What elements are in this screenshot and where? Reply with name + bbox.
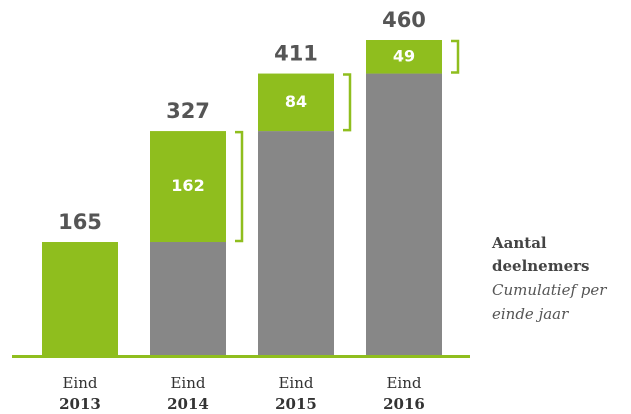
total-label: 165 bbox=[58, 210, 102, 234]
x-tick-label: Eind bbox=[278, 374, 313, 392]
x-tick-label: Eind bbox=[386, 374, 421, 392]
bracket bbox=[451, 39, 460, 74]
segment-label: 162 bbox=[171, 176, 204, 195]
x-tick-label: Eind bbox=[62, 374, 97, 392]
bar-segment bbox=[150, 242, 226, 355]
legend-subtitle: Cumulatief per bbox=[492, 281, 607, 299]
bar-segment bbox=[150, 131, 226, 243]
bar-segment bbox=[366, 40, 442, 74]
bar-segment bbox=[258, 131, 334, 355]
segment-label: 49 bbox=[393, 46, 415, 65]
total-label: 327 bbox=[166, 99, 210, 123]
bar-segment bbox=[366, 73, 442, 355]
legend-subtitle: einde jaar bbox=[492, 305, 569, 323]
x-tick-label: 2014 bbox=[167, 395, 209, 413]
bar-segment bbox=[42, 242, 118, 355]
bracket bbox=[343, 73, 352, 132]
x-tick-label: 2013 bbox=[59, 395, 101, 413]
total-label: 411 bbox=[274, 42, 318, 66]
bar-segment bbox=[258, 73, 334, 132]
legend-title: Aantal bbox=[491, 234, 547, 252]
legend-title: deelnemers bbox=[492, 257, 590, 275]
segment-label: 84 bbox=[285, 92, 307, 111]
bracket bbox=[235, 130, 244, 243]
x-tick-label: 2015 bbox=[275, 395, 317, 413]
total-label: 460 bbox=[382, 8, 426, 32]
x-tick-label: Eind bbox=[170, 374, 205, 392]
x-tick-label: 2016 bbox=[383, 395, 425, 413]
